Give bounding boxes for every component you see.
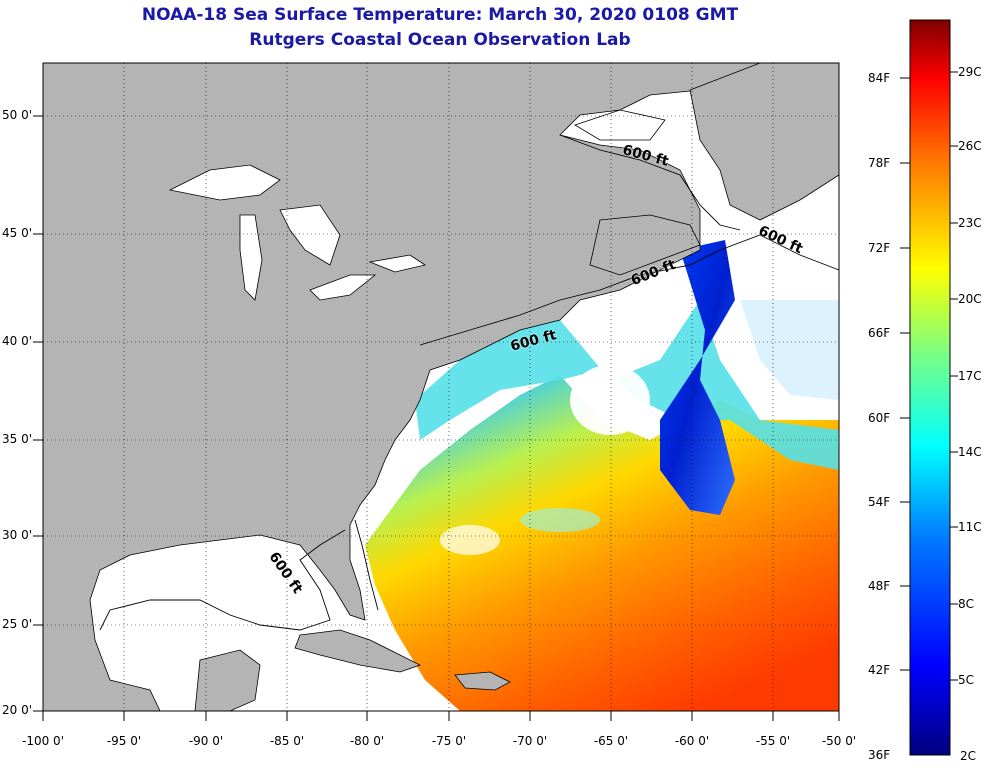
colorbar-label-f: 60F [868, 411, 891, 425]
lon-label: -75 0' [431, 734, 467, 748]
colorbar-label-f: 36F [868, 748, 891, 762]
lat-label: 40 0' [2, 334, 33, 348]
lat-label: 30 0' [2, 528, 33, 542]
colorbar-label-c: 5C [958, 673, 975, 687]
cloud-gap [520, 508, 600, 532]
lat-label: 50 0' [2, 108, 33, 122]
contour-600ft-south [354, 519, 379, 611]
lon-label: -90 0' [188, 734, 224, 748]
lon-label: -100 0' [22, 734, 64, 748]
lon-label: -95 0' [106, 734, 142, 748]
lon-label: -80 0' [349, 734, 385, 748]
lon-label: -50 0' [821, 734, 857, 748]
colorbar-label-f: 42F [868, 663, 891, 677]
lake-superior [168, 164, 281, 201]
axis-ticks [33, 115, 840, 721]
colorbar-ticks [900, 71, 958, 681]
sst-cold-tongue [660, 240, 735, 515]
colorbar-label-f: 66F [868, 326, 891, 340]
hudson-bay-inlet [574, 109, 666, 141]
colorbar-label-f: 72F [868, 241, 891, 255]
lake-michigan [239, 214, 263, 301]
lon-label: -55 0' [755, 734, 791, 748]
colorbar-label-c: 20C [958, 292, 982, 306]
lake-ontario [368, 254, 426, 273]
nova-scotia-land [589, 214, 701, 276]
colorbar-label-c: 11C [958, 520, 982, 534]
lon-label: -65 0' [593, 734, 629, 748]
colorbar-label-c: 2C [960, 749, 977, 763]
cuba-land [294, 629, 422, 673]
lon-label: -60 0' [674, 734, 710, 748]
lat-label: 25 0' [2, 617, 33, 631]
contour-600ft-gulf [99, 529, 346, 631]
map-subtitle: Rutgers Coastal Ocean Observation Lab [249, 30, 631, 50]
colorbar-label-f: 54F [868, 495, 891, 509]
lon-label: -85 0' [269, 734, 305, 748]
contour-600ft-north [559, 134, 741, 231]
lat-label: 20 0' [2, 703, 33, 717]
colorbar-label-c: 8C [958, 597, 975, 611]
yucatan-land [194, 649, 261, 712]
hispaniola-land [454, 671, 511, 691]
lat-label: 45 0' [2, 226, 33, 240]
sst-cloud-east [740, 300, 839, 400]
colorbar-label-c: 23C [958, 216, 982, 230]
contour-600ft-east [419, 234, 840, 346]
cloud-gap [440, 525, 500, 555]
colorbar-label-c: 17C [958, 369, 982, 383]
colorbar-label-c: 29C [958, 65, 982, 79]
lat-label: 35 0' [2, 432, 33, 446]
lake-huron [279, 204, 341, 266]
lon-label: -70 0' [512, 734, 548, 748]
map-title: NOAA-18 Sea Surface Temperature: March 3… [141, 5, 739, 25]
lake-erie [309, 274, 377, 301]
graticule [43, 63, 839, 711]
colorbar-label-f: 78F [868, 156, 891, 170]
colorbar [909, 19, 951, 756]
colorbar-label-c: 14C [958, 445, 982, 459]
map-frame [42, 62, 840, 712]
colorbar-label-c: 26C [958, 139, 982, 153]
colorbar-label-f: 48F [868, 579, 891, 593]
colorbar-label-f: 84F [868, 71, 891, 85]
cloud-gap [570, 365, 650, 435]
